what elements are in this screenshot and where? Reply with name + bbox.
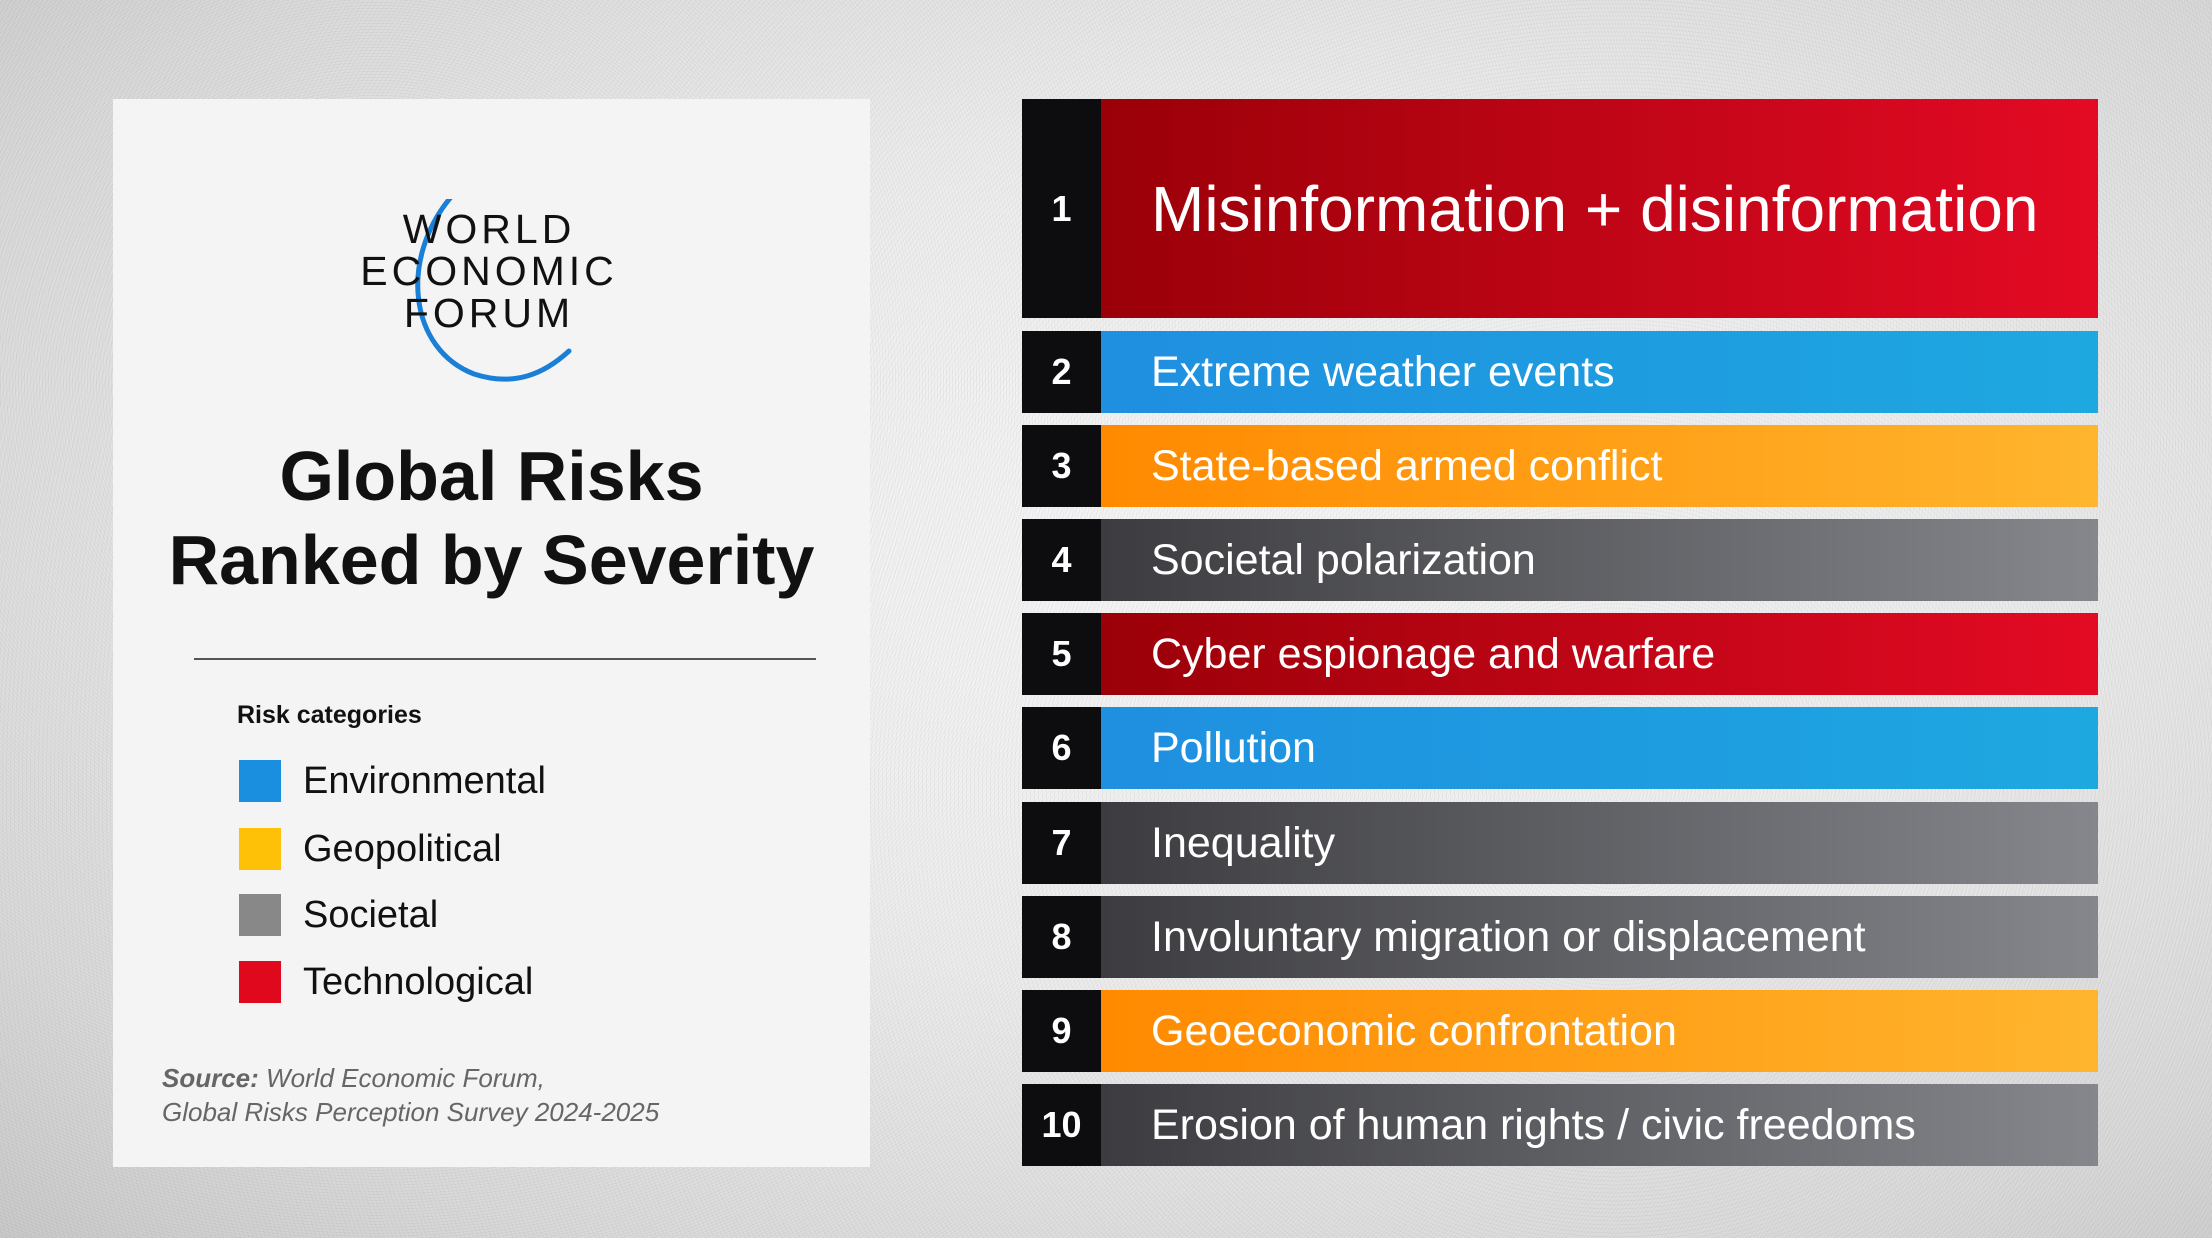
wef-logo: WORLD ECONOMIC FORUM (339, 199, 639, 389)
risk-row-2: 2 Extreme weather events (1022, 331, 2098, 413)
risk-row-3: 3 State-based armed conflict (1022, 425, 2098, 507)
risk-label: Erosion of human rights / civic freedoms (1101, 1084, 2098, 1166)
page-title: Global Risks Ranked by Severity (153, 434, 830, 602)
title-line-2: Ranked by Severity (168, 521, 815, 599)
logo-text-economic: ECONOMIC (360, 248, 618, 294)
risk-row-6: 6 Pollution (1022, 707, 2098, 789)
logo-text-forum: FORUM (403, 290, 575, 336)
risk-rank: 7 (1022, 802, 1101, 884)
source-line-1: World Economic Forum, (266, 1063, 545, 1093)
risk-label: Inequality (1101, 802, 2098, 884)
legend-label: Environmental (303, 759, 546, 802)
legend-swatch-societal (239, 894, 281, 936)
legend-label: Societal (303, 893, 439, 936)
legend-item-geopolitical: Geopolitical (239, 828, 502, 870)
risk-row-10: 10 Erosion of human rights / civic freed… (1022, 1084, 2098, 1166)
source-prefix: Source: (162, 1063, 259, 1093)
risk-label: Involuntary migration or displacement (1101, 896, 2098, 978)
risk-row-7: 7 Inequality (1022, 802, 2098, 884)
risk-row-5: 5 Cyber espionage and warfare (1022, 613, 2098, 695)
risk-label: Misinformation + disinformation (1101, 99, 2098, 318)
legend-item-technological: Technological (239, 961, 533, 1003)
risk-rank: 4 (1022, 519, 1101, 601)
title-line-1: Global Risks (279, 437, 704, 515)
legend-label: Geopolitical (303, 827, 502, 870)
risk-rank: 1 (1022, 99, 1101, 318)
legend-swatch-technological (239, 961, 281, 1003)
info-panel: WORLD ECONOMIC FORUM Global Risks Ranked… (113, 99, 870, 1167)
source-citation: Source: World Economic Forum, Global Ris… (162, 1061, 659, 1129)
risk-rank: 8 (1022, 896, 1101, 978)
risk-row-8: 8 Involuntary migration or displacement (1022, 896, 2098, 978)
risk-rank: 3 (1022, 425, 1101, 507)
risk-rank: 9 (1022, 990, 1101, 1072)
logo-arc-icon (415, 199, 572, 382)
legend-item-societal: Societal (239, 894, 438, 936)
risk-label: Geoeconomic confrontation (1101, 990, 2098, 1072)
legend-swatch-environmental (239, 760, 281, 802)
risk-rank: 10 (1022, 1084, 1101, 1166)
logo-text-world: WORLD (402, 206, 576, 252)
risk-rank: 5 (1022, 613, 1101, 695)
risk-rank: 2 (1022, 331, 1101, 413)
legend-heading: Risk categories (237, 701, 422, 729)
risk-label: State-based armed conflict (1101, 425, 2098, 507)
legend-swatch-geopolitical (239, 828, 281, 870)
source-line-2: Global Risks Perception Survey 2024-2025 (162, 1097, 660, 1127)
legend-item-environmental: Environmental (239, 760, 546, 802)
risk-row-1: 1 Misinformation + disinformation (1022, 99, 2098, 318)
risk-label: Pollution (1101, 707, 2098, 789)
risk-row-9: 9 Geoeconomic confrontation (1022, 990, 2098, 1072)
divider (194, 658, 816, 660)
risk-row-4: 4 Societal polarization (1022, 519, 2098, 601)
risk-label: Cyber espionage and warfare (1101, 613, 2098, 695)
legend-label: Technological (303, 960, 534, 1003)
risk-label: Societal polarization (1101, 519, 2098, 601)
risk-label: Extreme weather events (1101, 331, 2098, 413)
risk-rank: 6 (1022, 707, 1101, 789)
